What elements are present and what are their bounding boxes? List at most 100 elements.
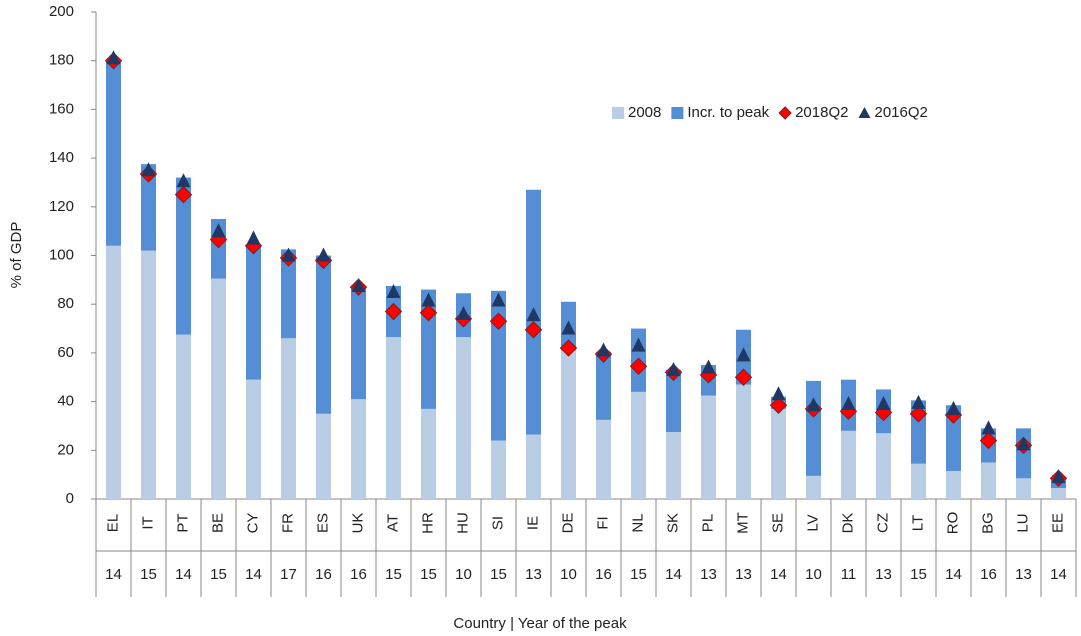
x-year-label: 15 bbox=[210, 566, 227, 583]
x-tick-label: DE bbox=[559, 513, 576, 534]
bar bbox=[806, 475, 821, 499]
bar bbox=[631, 391, 646, 499]
x-tick-label: PT bbox=[174, 513, 191, 532]
x-year-label: 14 bbox=[665, 566, 682, 583]
marker-diamond bbox=[419, 304, 438, 322]
y-tick-label: 140 bbox=[49, 149, 74, 166]
bar bbox=[561, 350, 576, 499]
y-tick-label: 80 bbox=[57, 295, 74, 312]
bar bbox=[281, 249, 296, 339]
bar bbox=[666, 369, 681, 433]
bar bbox=[876, 433, 891, 499]
x-year-label: 13 bbox=[875, 566, 892, 583]
bar bbox=[211, 278, 226, 499]
x-tick-label: DK bbox=[839, 513, 856, 534]
x-tick-label: MT bbox=[734, 512, 751, 534]
x-year-label: 16 bbox=[980, 566, 997, 583]
legend-swatch bbox=[858, 107, 871, 118]
x-tick-label: HU bbox=[454, 512, 471, 534]
legend-swatch bbox=[612, 107, 624, 119]
marker-triangle bbox=[351, 277, 366, 292]
x-year-label: 16 bbox=[595, 566, 612, 583]
bar bbox=[946, 470, 961, 499]
x-year-label: 14 bbox=[245, 566, 262, 583]
bar bbox=[421, 289, 436, 409]
y-tick-label: 20 bbox=[57, 441, 74, 458]
bar bbox=[176, 177, 191, 335]
x-year-label: 14 bbox=[770, 566, 787, 583]
legend-label: 2008 bbox=[628, 104, 661, 121]
x-year-label: 14 bbox=[1050, 566, 1067, 583]
x-tick-label: BG bbox=[979, 512, 996, 534]
bar bbox=[141, 164, 156, 251]
y-axis-title: % of GDP bbox=[8, 222, 25, 289]
marker-diamond bbox=[489, 312, 508, 330]
x-year-label: 15 bbox=[420, 566, 437, 583]
x-tick-label: UK bbox=[349, 513, 366, 534]
x-tick-label: CY bbox=[244, 513, 261, 534]
bar bbox=[1051, 488, 1066, 499]
x-tick-label: CZ bbox=[874, 513, 891, 533]
marker-diamond bbox=[629, 357, 648, 375]
bar bbox=[141, 250, 156, 499]
bar bbox=[596, 419, 611, 499]
marker-triangle bbox=[876, 396, 891, 411]
marker-triangle bbox=[946, 400, 961, 415]
y-tick-label: 200 bbox=[49, 3, 74, 20]
x-year-label: 10 bbox=[805, 566, 822, 583]
bar bbox=[596, 351, 611, 420]
x-year-label: 15 bbox=[490, 566, 507, 583]
x-tick-label: LV bbox=[804, 514, 821, 531]
y-tick-label: 120 bbox=[49, 198, 74, 215]
x-axis-title: Country | Year of the peak bbox=[453, 615, 627, 632]
x-year-label: 10 bbox=[560, 566, 577, 583]
marker-diamond bbox=[384, 302, 403, 321]
y-tick-label: 40 bbox=[57, 393, 74, 410]
bar bbox=[981, 462, 996, 499]
marker-diamond bbox=[524, 321, 543, 339]
legend-swatch bbox=[671, 107, 684, 119]
bar bbox=[666, 432, 681, 499]
bar bbox=[841, 430, 856, 499]
marker-triangle bbox=[421, 292, 436, 307]
y-tick-label: 100 bbox=[49, 246, 74, 263]
x-tick-label: HR bbox=[419, 512, 436, 534]
y-tick-label: 160 bbox=[49, 100, 74, 117]
x-year-label: 15 bbox=[910, 566, 927, 583]
marker-triangle bbox=[106, 50, 121, 65]
bar bbox=[806, 380, 821, 476]
bar bbox=[491, 290, 506, 441]
marker-triangle bbox=[841, 396, 856, 411]
bar bbox=[736, 384, 751, 499]
legend-swatch bbox=[778, 106, 792, 120]
bar bbox=[176, 334, 191, 499]
x-tick-label: LU bbox=[1014, 513, 1031, 532]
marker-triangle bbox=[1051, 469, 1066, 484]
marker-triangle bbox=[806, 397, 821, 412]
x-year-label: 13 bbox=[1015, 566, 1032, 583]
x-year-label: 11 bbox=[841, 566, 857, 583]
x-tick-label: FR bbox=[279, 513, 296, 533]
bar bbox=[911, 463, 926, 499]
bar bbox=[246, 379, 261, 499]
marker-triangle bbox=[456, 305, 471, 320]
bar bbox=[421, 408, 436, 499]
bar bbox=[946, 405, 961, 471]
bar bbox=[316, 255, 331, 414]
bar bbox=[491, 440, 506, 499]
x-year-label: 16 bbox=[315, 566, 332, 583]
marker-triangle bbox=[526, 307, 541, 322]
marker-triangle bbox=[701, 359, 716, 374]
x-year-label: 13 bbox=[525, 566, 542, 583]
marker-triangle bbox=[316, 247, 331, 262]
bar bbox=[106, 245, 121, 499]
bar bbox=[701, 395, 716, 499]
bar bbox=[281, 338, 296, 499]
x-tick-label: SE bbox=[769, 513, 786, 533]
x-tick-label: SK bbox=[664, 513, 681, 533]
x-tick-label: FI bbox=[594, 516, 611, 529]
x-tick-label: EE bbox=[1049, 513, 1066, 533]
marker-triangle bbox=[981, 420, 996, 435]
x-tick-label: AT bbox=[384, 514, 401, 532]
x-tick-label: EL bbox=[104, 514, 121, 532]
